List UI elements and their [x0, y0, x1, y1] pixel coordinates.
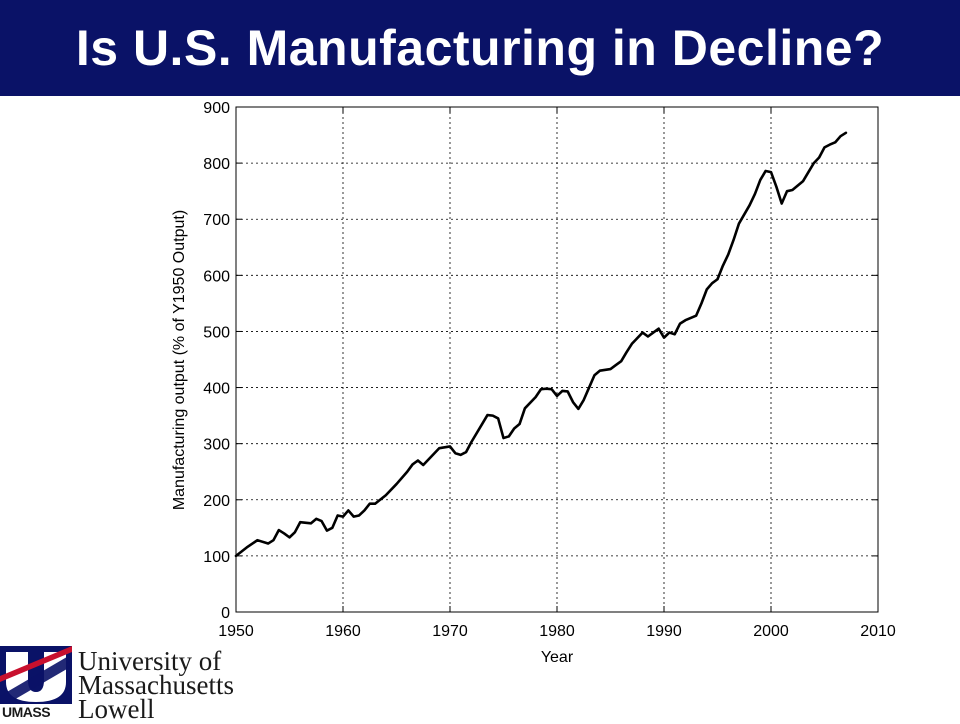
x-tick-label: 1960 — [325, 623, 361, 640]
x-tick-label: 1990 — [646, 623, 682, 640]
x-tick-label: 2010 — [860, 623, 896, 640]
x-tick-label: 1970 — [432, 623, 468, 640]
series-line — [234, 131, 848, 558]
y-tick-label: 900 — [203, 100, 230, 117]
y-tick-label: 0 — [221, 605, 230, 622]
y-tick-label: 200 — [203, 493, 230, 510]
y-tick-label: 100 — [203, 549, 230, 566]
x-axis-label: Year — [541, 649, 574, 666]
y-axis-ticks: 0 100 200 300 400 500 600 700 800 900 — [203, 100, 878, 622]
y-tick-label: 700 — [203, 212, 230, 229]
x-tick-label: 1950 — [218, 623, 254, 640]
x-axis-ticks: 1950 1960 1970 1980 1990 2000 2010 — [218, 107, 896, 640]
logo-line-2: Massachusetts — [78, 670, 234, 700]
grid-lines — [236, 107, 878, 612]
x-tick-label: 2000 — [753, 623, 789, 640]
logo-line-1: University of — [78, 646, 222, 676]
y-tick-label: 800 — [203, 156, 230, 173]
slide-title-bar: Is U.S. Manufacturing in Decline? — [0, 0, 960, 96]
umass-emblem-icon — [0, 646, 72, 704]
logo-line-3: Lowell — [78, 694, 155, 724]
x-tick-label: 1980 — [539, 623, 575, 640]
logo-wordmark: UMASS — [2, 704, 51, 720]
university-logo: UMASS University of Massachusetts Lowell — [0, 646, 270, 724]
y-tick-label: 600 — [203, 268, 230, 285]
y-tick-label: 400 — [203, 381, 230, 398]
slide-title: Is U.S. Manufacturing in Decline? — [75, 20, 885, 76]
y-axis-label: Manufacturing output (% of Y1950 Output) — [171, 210, 188, 510]
y-tick-label: 500 — [203, 324, 230, 341]
plot-frame — [235, 106, 879, 613]
y-tick-label: 300 — [203, 437, 230, 454]
